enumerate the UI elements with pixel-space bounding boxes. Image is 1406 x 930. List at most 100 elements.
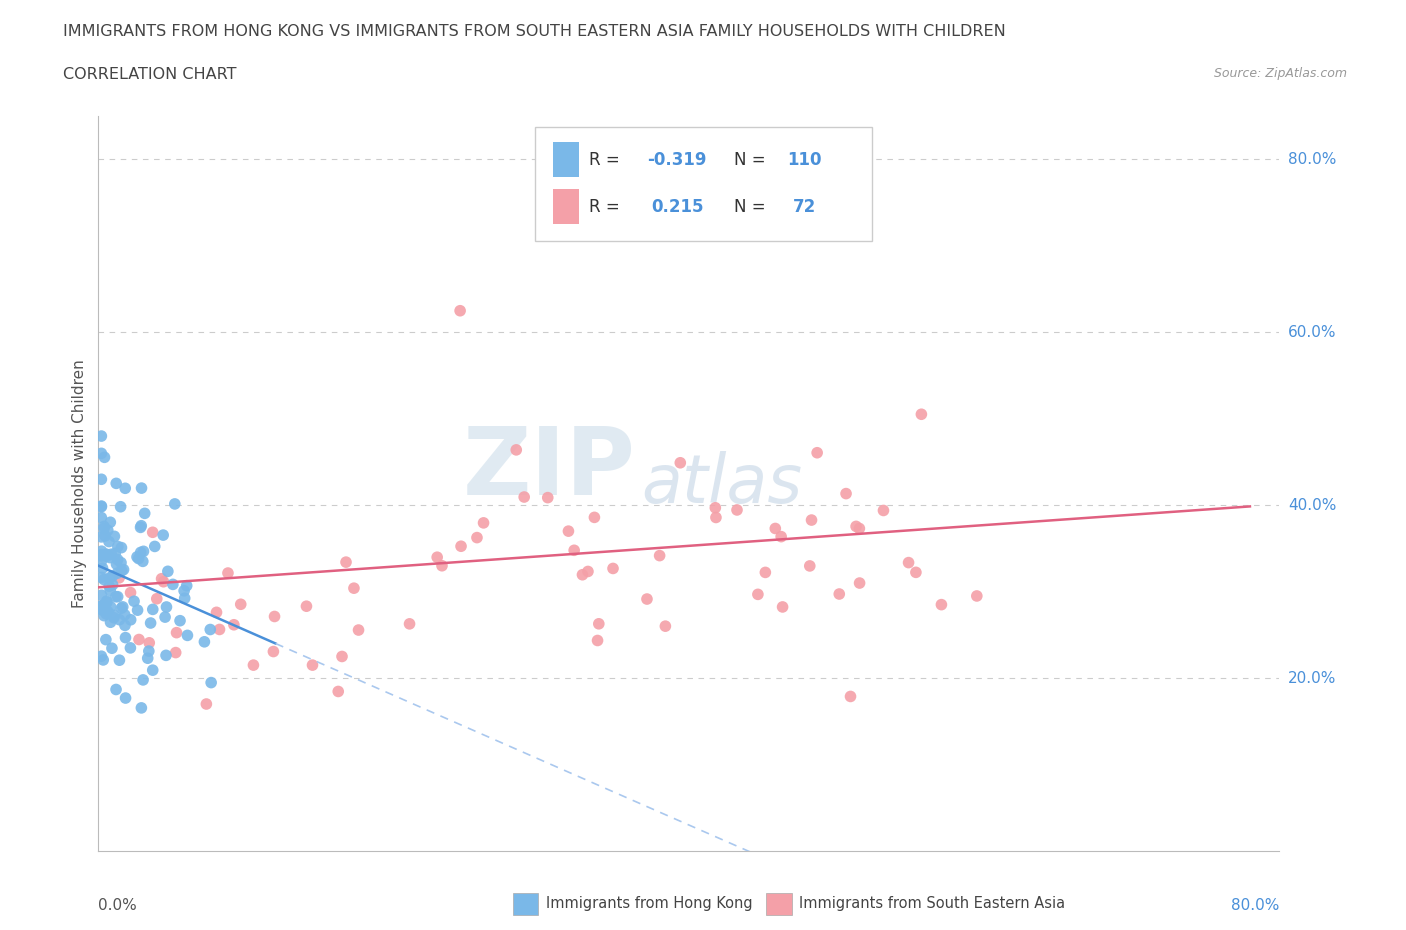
Point — [163, 497, 186, 512]
Point — [96, 547, 118, 562]
Point — [557, 524, 579, 538]
Text: R =: R = — [589, 197, 619, 216]
Point — [97, 523, 120, 538]
Point — [430, 558, 453, 573]
Point — [104, 590, 127, 604]
Text: Source: ZipAtlas.com: Source: ZipAtlas.com — [1213, 67, 1347, 80]
Text: N =: N = — [734, 197, 765, 216]
Point — [173, 591, 195, 605]
Point — [636, 591, 658, 606]
Text: N =: N = — [734, 151, 765, 168]
Point — [537, 490, 560, 505]
Point — [142, 602, 165, 617]
Point — [98, 583, 121, 598]
Point — [134, 506, 156, 521]
Point — [799, 559, 821, 574]
Point — [222, 618, 245, 632]
Point — [505, 443, 527, 458]
Point — [120, 641, 142, 656]
Point — [725, 502, 748, 517]
Text: 60.0%: 60.0% — [1288, 325, 1337, 339]
Point — [105, 682, 128, 697]
Point — [263, 609, 285, 624]
Point — [426, 550, 449, 565]
Point — [166, 625, 188, 640]
FancyBboxPatch shape — [553, 189, 579, 224]
Point — [138, 635, 160, 650]
Point — [90, 429, 112, 444]
Point — [105, 476, 128, 491]
Point — [747, 587, 769, 602]
Point — [335, 554, 357, 569]
Point — [94, 606, 117, 621]
Point — [229, 597, 252, 612]
Point — [143, 539, 166, 554]
Point — [153, 610, 176, 625]
Point — [111, 600, 134, 615]
Point — [111, 564, 134, 578]
Point — [98, 534, 121, 549]
Point — [90, 511, 112, 525]
Text: 110: 110 — [787, 151, 821, 168]
Point — [129, 518, 152, 533]
Point — [152, 527, 174, 542]
Point — [100, 600, 122, 615]
Point — [835, 486, 858, 501]
Point — [200, 675, 222, 690]
Point — [90, 570, 112, 585]
Point — [98, 578, 121, 593]
Point — [165, 645, 187, 660]
Point — [110, 499, 132, 514]
Point — [90, 598, 112, 613]
Point — [103, 529, 125, 544]
Point — [90, 649, 112, 664]
FancyBboxPatch shape — [553, 142, 579, 178]
Point — [114, 631, 136, 645]
Point — [562, 543, 585, 558]
Point — [90, 599, 112, 614]
Point — [904, 565, 927, 579]
Point — [110, 555, 132, 570]
Text: 80.0%: 80.0% — [1232, 898, 1279, 913]
Point — [93, 608, 115, 623]
Point — [122, 593, 145, 608]
Point — [806, 445, 828, 460]
Point — [107, 539, 129, 554]
Point — [295, 599, 318, 614]
Point — [120, 612, 142, 627]
Text: 40.0%: 40.0% — [1288, 498, 1337, 512]
Text: 20.0%: 20.0% — [1288, 671, 1337, 685]
Point — [845, 519, 868, 534]
Point — [136, 651, 159, 666]
Point — [93, 521, 115, 536]
Text: ZIP: ZIP — [463, 423, 636, 515]
Text: -0.319: -0.319 — [648, 151, 707, 168]
Point — [931, 597, 953, 612]
Point — [114, 481, 136, 496]
Point — [966, 589, 988, 604]
Point — [103, 610, 125, 625]
Point — [800, 512, 823, 527]
Point — [128, 551, 150, 566]
FancyBboxPatch shape — [536, 127, 872, 241]
Point — [176, 628, 198, 643]
Point — [108, 570, 131, 585]
Point — [107, 590, 129, 604]
Point — [772, 600, 794, 615]
Point — [195, 697, 218, 711]
Y-axis label: Family Households with Children: Family Households with Children — [72, 359, 87, 608]
Point — [200, 622, 222, 637]
Point — [398, 617, 420, 631]
Point — [142, 525, 165, 539]
Point — [848, 576, 870, 591]
Point — [139, 616, 162, 631]
Point — [120, 585, 142, 600]
Point — [108, 653, 131, 668]
Point — [90, 549, 112, 564]
Point — [146, 591, 169, 606]
Point — [763, 521, 786, 536]
Point — [150, 571, 173, 586]
Point — [114, 618, 136, 632]
Point — [583, 510, 606, 525]
Point — [91, 603, 114, 618]
